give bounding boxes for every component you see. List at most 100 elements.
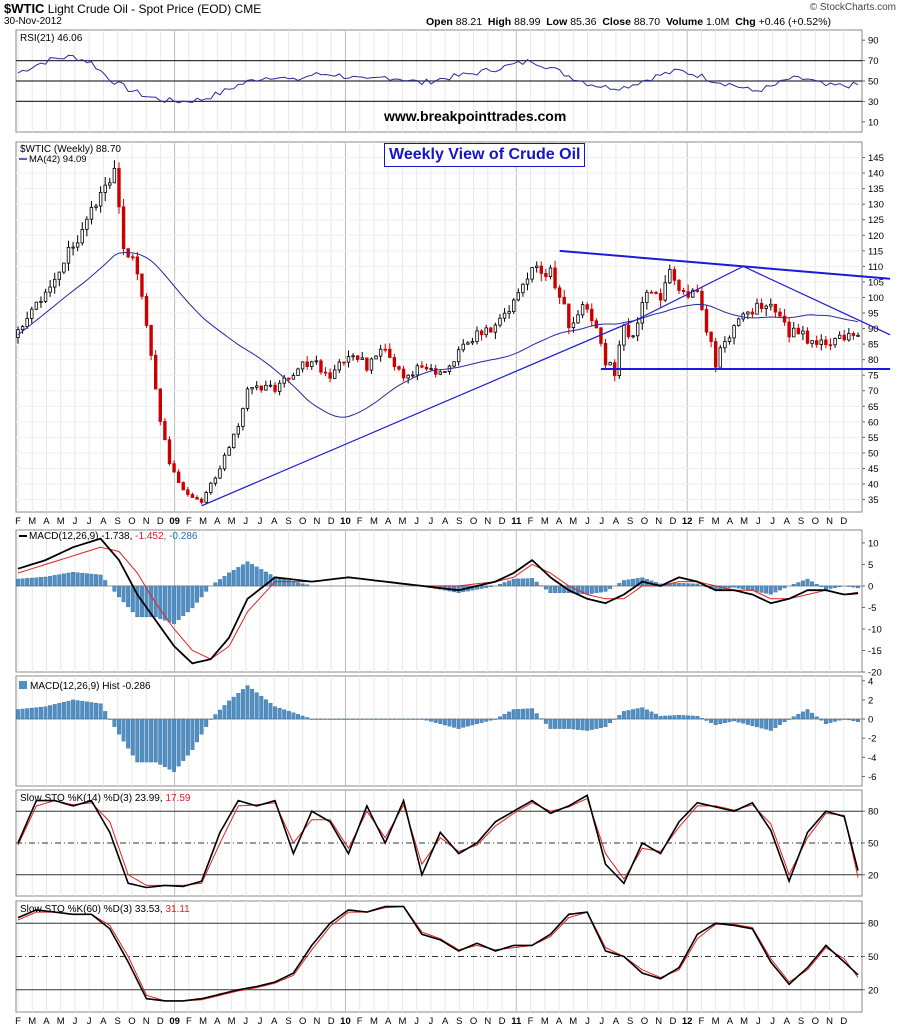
hist-bar [493,718,498,720]
hist-bar [167,718,172,770]
x-tick-label-bottom: F [186,1016,192,1027]
hist-bar [810,712,815,720]
hist-bar [218,709,222,720]
hist-bar [61,701,66,720]
hist-bar [727,718,732,723]
macd-hist-bar [856,585,860,589]
x-tick-label-top: F [186,516,192,527]
macd-hist-bar [732,585,737,588]
macd-hist-bar [534,581,539,587]
x-tick-label-top: O [470,516,477,527]
candle-body [576,314,580,324]
hist-bar [236,693,241,720]
candle-body [452,361,456,367]
hist-bar [543,718,548,724]
hist-bar [580,718,585,731]
candle-body [810,340,814,344]
y-tick-label: 105 [868,277,884,288]
macd-hist-bar [25,578,30,587]
candle-body [218,468,222,479]
x-tick-label-bottom: A [100,1016,107,1027]
candle-body [856,334,860,337]
hist-bar [520,708,525,720]
brand-logo: © StockCharts.com [809,2,896,13]
x-tick-label-top: F [528,516,534,527]
hist-bar [585,718,590,731]
hist-bar [263,699,268,720]
x-tick-label-top: A [442,516,449,527]
x-tick-label-top: N [484,516,491,527]
macd-hist-bar [599,585,603,593]
hist-bar [658,716,663,720]
hist-bar [709,718,714,723]
candle-body [544,273,548,277]
hist-bar [594,718,599,729]
open-label: Open [426,16,453,28]
candle-body [89,206,94,220]
x-tick-label-bottom: J [414,1016,419,1027]
x-tick-label-bottom: S [456,1016,462,1027]
candle-body [470,341,475,344]
hist-bar [548,718,553,729]
candle-body [310,361,314,367]
hist-bar [309,718,314,720]
candle-body [828,344,833,347]
y-tick-label: 0 [868,715,873,726]
hist-bar [29,707,34,720]
macd-hist-bar [121,585,126,603]
macd-hist-bar [98,574,103,587]
candle-body [131,256,135,259]
candle-body [635,322,640,337]
y-tick-label: -2 [868,734,876,745]
hist-bar [204,718,209,727]
x-tick-label-bottom: J [756,1016,761,1027]
macd-hist-bar [851,585,856,588]
macd-hist-bar [589,585,594,594]
low-value: 85.36 [570,16,597,28]
hist-bar [185,718,190,756]
high-label: High [487,16,512,28]
macd-hist-bar [511,578,516,587]
y-tick-label: -10 [868,624,882,635]
hist-bar [149,718,154,763]
candle-body [769,303,773,307]
hist-bar [259,695,264,720]
hist-bar [378,718,383,720]
hist-legend-swatch [19,681,27,689]
hist-bar [158,718,163,765]
hist-bar [387,718,392,720]
hist-bar [530,708,535,720]
x-tick-label-bottom: D [840,1016,847,1027]
chg-value: +0.46 (+0.52%) [758,16,831,28]
macd-hist-bar [286,580,291,587]
macd-hist-bar [199,585,204,598]
sto-k-line [17,794,859,889]
x-tick-label-bottom: J [770,1016,775,1027]
hist-bar [401,718,406,720]
candle-body [121,206,126,250]
y-tick-label: 85 [868,340,879,351]
hist-bar [833,718,837,722]
x-tick-label-top: A [214,516,221,527]
x-tick-label-top: 12 [682,516,693,527]
candle-body [300,361,305,370]
hist-bar [71,699,76,720]
candle-body [645,291,649,303]
hist-bar [764,718,769,730]
macd-hist-bar [94,574,98,587]
x-tick-label-top: J [87,516,92,527]
candle-body [241,408,245,427]
macd-signal-line [17,546,859,660]
macd-hist-bar [185,585,190,613]
candle-body [176,471,181,483]
hist-bar [823,718,828,724]
x-tick-label-bottom: M [57,1016,65,1027]
candle-body [479,330,484,336]
candle-body [525,278,530,285]
candle-body [796,327,801,335]
candle-body [355,355,360,360]
macd-hist-bar [231,569,236,587]
hist-bar [796,714,801,720]
hist-bar [397,718,401,720]
candle-body [296,368,300,376]
